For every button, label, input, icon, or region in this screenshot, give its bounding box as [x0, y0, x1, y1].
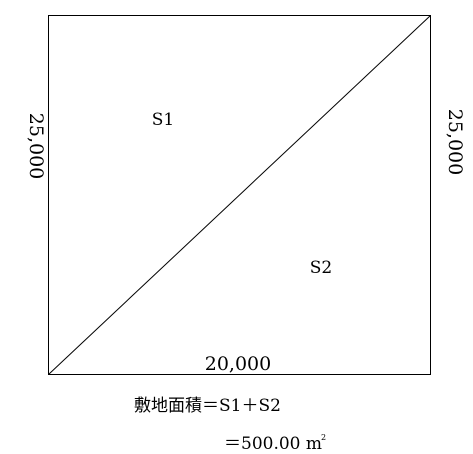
bottom-dimension-label: 20,000: [205, 353, 271, 375]
region-s2-label: S2: [310, 258, 332, 278]
square-unit-superscript: 2: [321, 433, 327, 442]
site-area-formula: 敷地面積＝S1＋S2: [134, 396, 281, 416]
site-area-result-value: ＝500.00 m: [224, 434, 323, 454]
left-dimension-label: 25,000: [25, 113, 47, 179]
region-s1-label: S1: [152, 110, 174, 130]
site-boundary-rectangle: [48, 15, 431, 375]
diagonal-division-line: [48, 15, 431, 375]
right-dimension-label: 25,000: [444, 109, 466, 175]
site-area-result: ＝500.00 m2: [224, 428, 326, 454]
